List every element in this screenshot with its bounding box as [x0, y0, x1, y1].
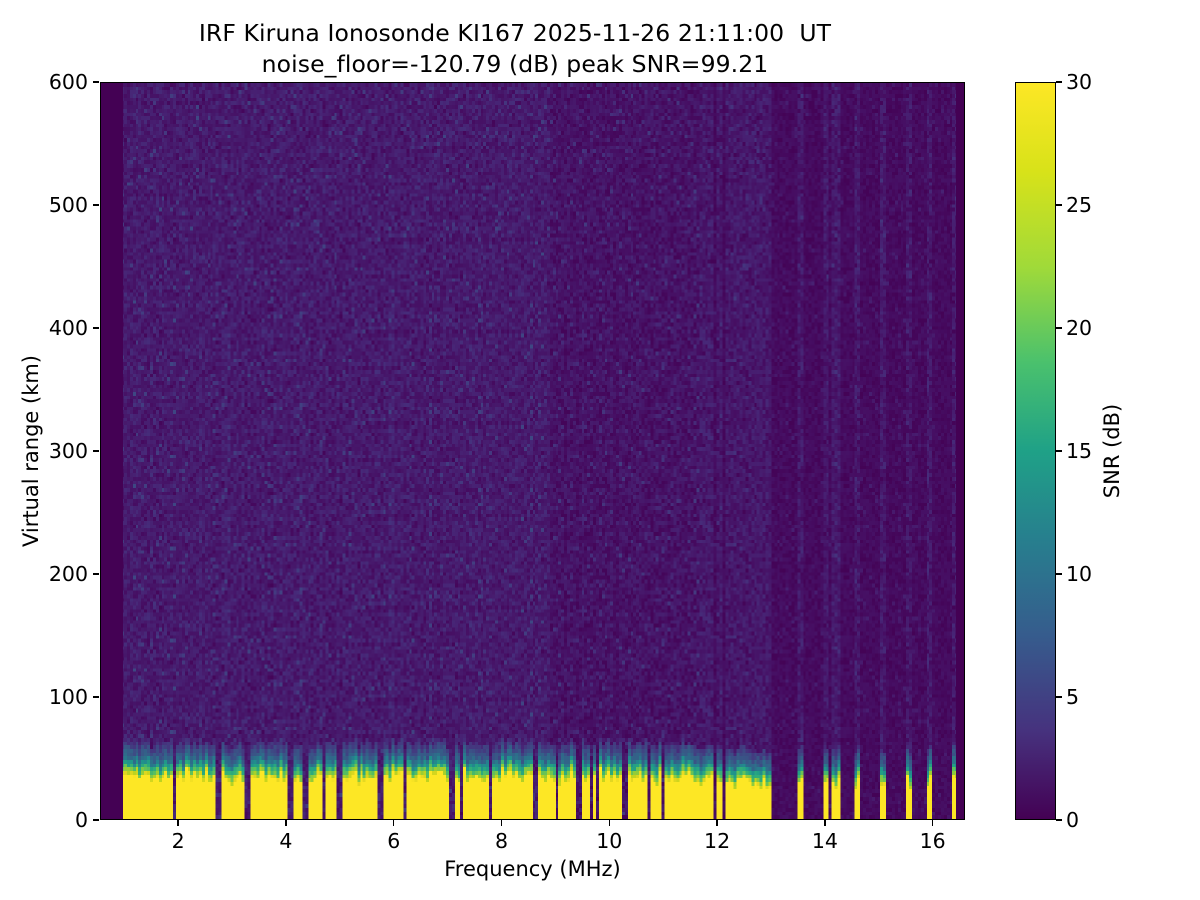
colorbar-tick-label: 10	[1066, 562, 1093, 586]
plot-axes[interactable]	[100, 82, 965, 820]
colorbar-tick-mark	[1056, 327, 1062, 329]
y-tick-mark	[93, 450, 99, 452]
x-tick-label: 16	[919, 829, 946, 853]
y-tick-mark	[93, 81, 99, 83]
figure-title: IRF Kiruna Ionosonde KI167 2025-11-26 21…	[0, 18, 1030, 79]
x-tick-mark	[500, 820, 503, 826]
colorbar-gradient	[1015, 82, 1056, 820]
title-line-1: IRF Kiruna Ionosonde KI167 2025-11-26 21…	[198, 19, 832, 47]
y-tick-label: 100	[48, 685, 88, 709]
x-tick-label: 8	[494, 829, 509, 853]
title-line-2: noise_floor=-120.79 (dB) peak SNR=99.21	[261, 49, 769, 78]
y-tick-label: 500	[48, 193, 88, 217]
x-tick-mark	[177, 820, 179, 826]
colorbar-tick-label: 15	[1066, 439, 1093, 463]
x-tick-label: 12	[704, 829, 731, 853]
colorbar-tick-label: 0	[1066, 808, 1080, 832]
x-tick-label: 14	[811, 829, 838, 853]
x-tick-mark	[608, 820, 610, 826]
colorbar-label: SNR (dB)	[1100, 403, 1124, 499]
x-tick-label: 4	[279, 829, 293, 853]
x-tick-mark	[716, 820, 718, 826]
y-tick-label: 200	[48, 562, 88, 586]
y-tick-mark	[93, 327, 99, 329]
y-tick-label: 0	[74, 808, 88, 832]
y-tick-mark	[93, 819, 99, 821]
x-tick-mark	[393, 820, 395, 826]
colorbar-tick-mark	[1056, 696, 1062, 698]
colorbar-tick-label: 25	[1066, 193, 1093, 217]
y-tick-mark	[93, 696, 99, 698]
x-tick-mark	[932, 820, 934, 826]
colorbar-tick-label: 20	[1066, 316, 1093, 340]
x-tick-label: 10	[596, 829, 623, 853]
x-tick-mark	[824, 820, 826, 826]
colorbar[interactable]: 0 5 10 15 20 25 30	[1015, 70, 1092, 832]
y-tick-mark	[93, 573, 99, 575]
y-tick-mark	[93, 204, 99, 206]
y-tick-label: 600	[48, 70, 88, 94]
x-tick-mark	[285, 820, 287, 826]
colorbar-tick-label: 30	[1066, 70, 1093, 94]
x-tick-label: 2	[171, 829, 185, 853]
colorbar-tick-mark	[1056, 81, 1062, 83]
y-tick-label: 400	[48, 316, 88, 340]
colorbar-tick-mark	[1056, 450, 1062, 452]
x-tick-label: 6	[387, 829, 401, 853]
y-axis-label: Virtual range (km)	[19, 354, 43, 548]
colorbar-tick-label: 5	[1066, 685, 1080, 709]
x-axis-label: Frequency (MHz)	[444, 857, 621, 881]
colorbar-tick-mark	[1056, 573, 1062, 575]
colorbar-tick-mark	[1056, 204, 1062, 206]
colorbar-tick-mark	[1056, 819, 1062, 821]
y-tick-label: 300	[48, 439, 88, 463]
ionogram-heatmap[interactable]	[101, 83, 964, 819]
